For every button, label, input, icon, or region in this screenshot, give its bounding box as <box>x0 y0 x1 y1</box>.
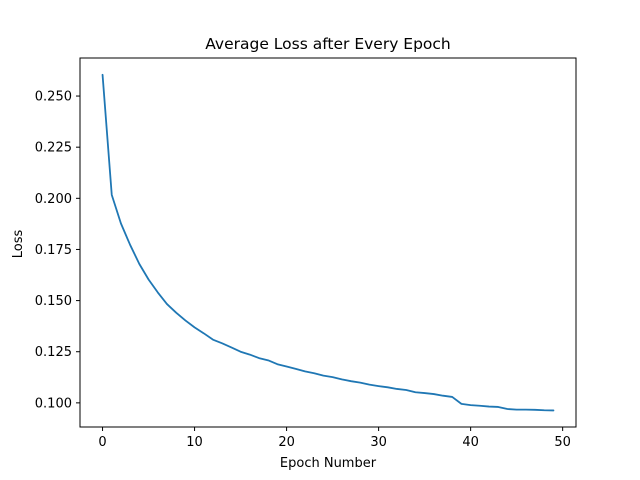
y-tick-label: 0.150 <box>35 294 72 309</box>
y-tick-label: 0.200 <box>35 192 72 207</box>
x-tick-label: 20 <box>278 435 295 450</box>
y-tick-label: 0.175 <box>35 243 72 258</box>
plot-area: 0 10 20 30 40 50 0.100 0.125 0.150 0.175 0.200 0.22… <box>35 57 577 450</box>
y-tick-label: 0.100 <box>35 396 72 411</box>
axes-frame <box>79 57 577 428</box>
y-tick-label: 0.225 <box>35 141 72 156</box>
x-tick-label: 0 <box>98 435 106 450</box>
x-tick-label: 30 <box>370 435 387 450</box>
x-tick-label: 50 <box>554 435 571 450</box>
x-tick-label: 10 <box>186 435 203 450</box>
y-tick-label: 0.125 <box>35 345 72 360</box>
y-tick-label: 0.250 <box>35 90 72 105</box>
series-line-0 <box>101 73 555 412</box>
y-axis-label: Loss <box>11 230 26 259</box>
chart-title: Average Loss after Every Epoch <box>205 35 451 53</box>
x-tick-label: 40 <box>462 435 479 450</box>
x-axis-label: Epoch Number <box>280 456 377 471</box>
